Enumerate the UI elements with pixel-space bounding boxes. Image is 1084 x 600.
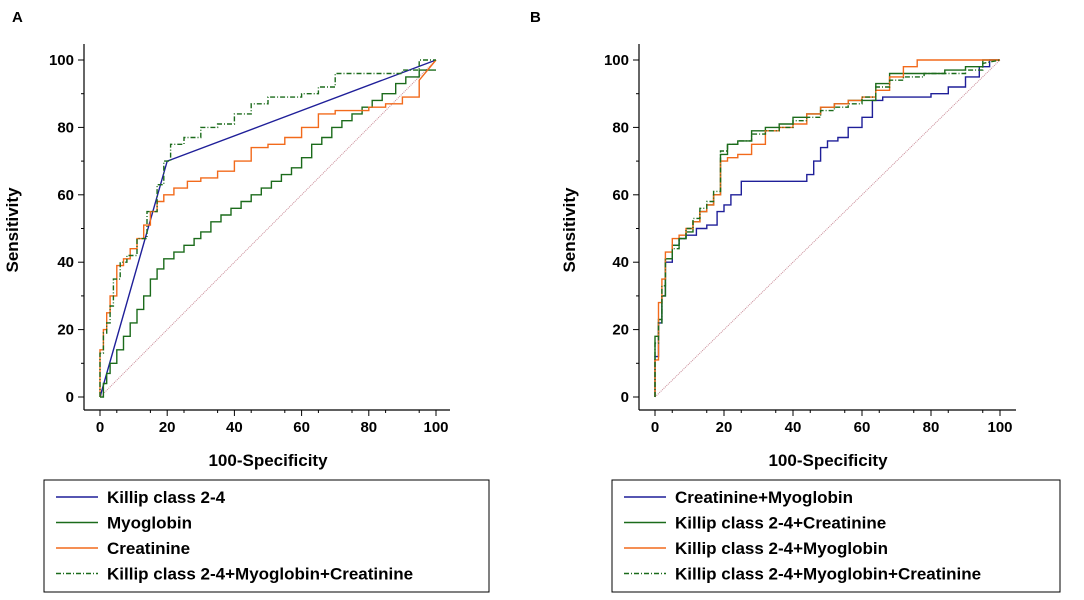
- panel-a-label: A: [12, 9, 23, 26]
- roc-curve-myoglobin: [100, 69, 436, 398]
- reference-diagonal-line: [654, 59, 1001, 398]
- x-tick-label: 40: [226, 419, 243, 436]
- panel-a-plot-area: 0 20 40 60 80 100 0 20 40 60 80 100: [49, 44, 450, 436]
- y-tick-label: 40: [612, 254, 629, 271]
- legend-entry: Killip class 2-4+Myoglobin: [675, 539, 888, 558]
- legend-entry: Creatinine+Myoglobin: [675, 488, 853, 507]
- panel-b: B 0 20 40 60 80 100 0 20 40 60 80 100 100-Specifici…: [530, 9, 1061, 593]
- legend-entry: Killip class 2-4+Myoglobin+Creatinine: [675, 565, 981, 584]
- panel-b-legend-box: [611, 479, 1061, 593]
- x-tick-label: 0: [96, 419, 104, 436]
- roc-curve-killip-class-2-4-myoglobin-creatinine: [654, 59, 1001, 397]
- y-tick-label: 20: [612, 322, 629, 339]
- x-tick-label: 40: [785, 419, 802, 436]
- panel-b-x-axis-label: 100-Specificity: [768, 451, 888, 470]
- roc-curve-killip-class-2-4-myoglobin: [654, 59, 1000, 397]
- y-tick-label: 80: [612, 119, 629, 136]
- y-tick-label: 20: [57, 322, 74, 339]
- x-tick-label: 0: [651, 419, 659, 436]
- x-tick-label: 100: [987, 419, 1012, 436]
- x-tick-label: 60: [854, 419, 871, 436]
- legend-entry: Myoglobin: [107, 514, 192, 533]
- panel-b-legend: Creatinine+Myoglobin Killip class 2-4+Cre…: [624, 488, 981, 584]
- x-tick-label: 80: [360, 419, 377, 436]
- panel-a-legend: Killip class 2-4 Myoglobin Creatinine Killi…: [56, 488, 413, 584]
- legend-entry: Killip class 2-4: [107, 488, 226, 507]
- legend-entry: Killip class 2-4+Creatinine: [675, 514, 886, 533]
- roc-curve-killip-class-2-4-myoglobin-creatinine: [99, 59, 436, 397]
- panel-b-label: B: [530, 9, 541, 26]
- y-tick-label: 60: [57, 187, 74, 204]
- panel-b-plot-area: 0 20 40 60 80 100 0 20 40 60 80 100: [604, 44, 1016, 436]
- reference-diagonal-line: [99, 59, 437, 398]
- x-tick-label: 20: [159, 419, 176, 436]
- panel-b-y-axis-label: Sensitivity: [560, 187, 579, 273]
- x-tick-label: 80: [923, 419, 940, 436]
- y-tick-label: 100: [604, 52, 629, 69]
- y-tick-label: 0: [621, 389, 629, 406]
- y-tick-label: 80: [57, 119, 74, 136]
- y-tick-label: 0: [66, 389, 74, 406]
- y-tick-label: 100: [49, 52, 74, 69]
- y-tick-label: 60: [612, 187, 629, 204]
- panel-a-legend-box: [43, 479, 490, 593]
- legend-entry: Killip class 2-4+Myoglobin+Creatinine: [107, 565, 413, 584]
- x-tick-label: 60: [293, 419, 310, 436]
- x-tick-label: 20: [716, 419, 733, 436]
- roc-curve-creatinine: [99, 59, 437, 397]
- panel-a: A 0 20 40 60 80 100 0 20 40 60 80 100 100-Specifici…: [3, 9, 490, 593]
- legend-entry: Creatinine: [107, 539, 190, 558]
- panel-a-x-axis-label: 100-Specificity: [208, 451, 328, 470]
- y-tick-label: 40: [57, 254, 74, 271]
- panel-a-y-axis-label: Sensitivity: [3, 187, 22, 273]
- x-tick-label: 100: [423, 419, 448, 436]
